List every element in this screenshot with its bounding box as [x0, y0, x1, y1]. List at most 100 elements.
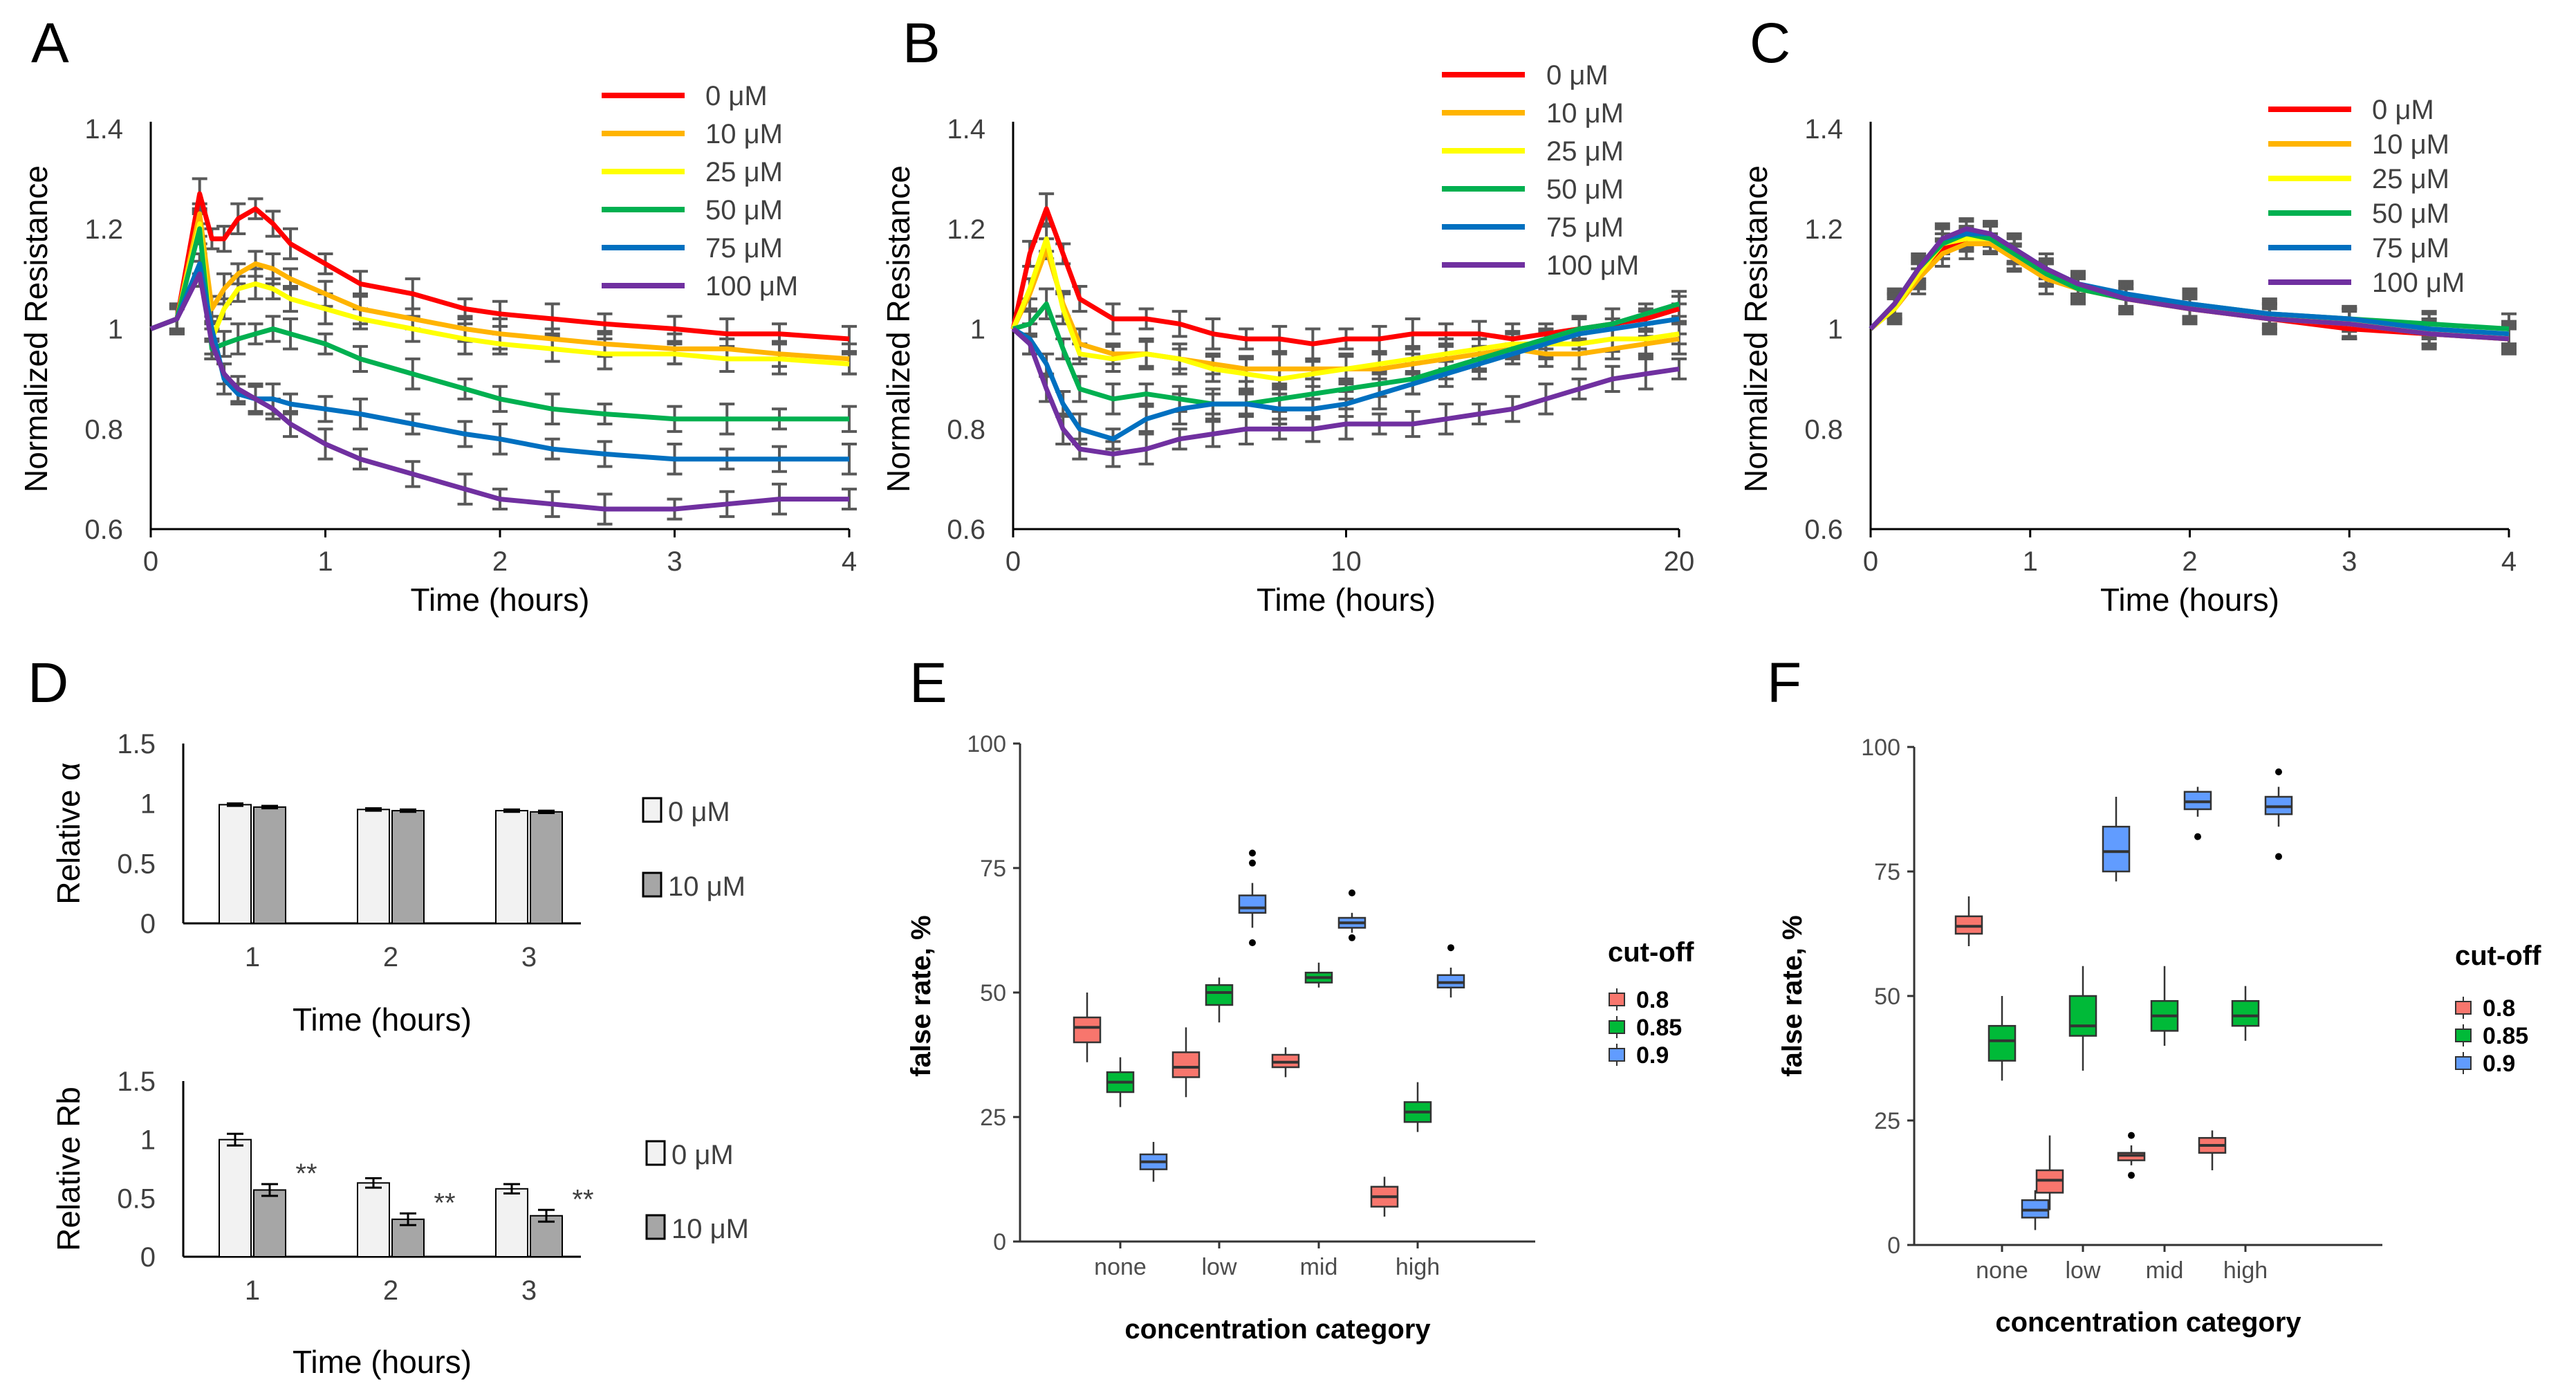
- bar: [219, 1138, 252, 1257]
- x-tick-label: high: [2223, 1257, 2268, 1284]
- y-tick-label: 0.8: [1804, 414, 1843, 445]
- series-line: [1869, 226, 2510, 342]
- panel-label: F: [1767, 652, 1801, 714]
- legend-label: 0 μM: [668, 797, 730, 827]
- box: [1205, 984, 1234, 1006]
- y-tick-label: 25: [1874, 1108, 1900, 1134]
- legend-label: 0.9: [1636, 1042, 1669, 1069]
- x-tick-label: 1: [245, 942, 260, 972]
- box: [1073, 1016, 1102, 1044]
- y-tick-label: 75: [1874, 859, 1900, 885]
- series-line: [1010, 246, 1680, 371]
- x-tick-label: 2: [492, 546, 508, 577]
- y-tick-label: 0.6: [947, 515, 985, 545]
- outlier-point: [2275, 768, 2282, 775]
- significance-mark: **: [295, 1159, 317, 1189]
- x-axis-label: Time (hours): [2100, 582, 2279, 618]
- error-bar: [503, 808, 520, 813]
- legend-swatch: [645, 1214, 666, 1240]
- x-tick-label: 3: [2342, 546, 2357, 577]
- y-tick-label: 0.6: [1804, 515, 1843, 545]
- panel-label: B: [902, 12, 940, 75]
- series-line: [149, 271, 849, 512]
- bar: [357, 1182, 390, 1257]
- box: [2068, 995, 2097, 1037]
- x-axis-label: concentration category: [1995, 1307, 2301, 1338]
- series-line: [1012, 301, 1680, 407]
- error-bar: [538, 1208, 555, 1223]
- panel-d-alpha: D 0 0.5 1 1.5 1 2 3 Time (hours) Relative α 0 μM 10…: [28, 652, 745, 1037]
- y-tick-label: 25: [980, 1105, 1006, 1131]
- bar: [530, 811, 563, 925]
- box: [1987, 1024, 2017, 1062]
- y-tick-label: 50: [980, 980, 1006, 1006]
- box: [1238, 894, 1267, 914]
- x-tick-label: none: [1976, 1257, 2028, 1284]
- legend-label: 25 μM: [1546, 136, 1624, 167]
- x-tick-label: high: [1396, 1254, 1440, 1280]
- x-tick-label: mid: [1300, 1254, 1338, 1280]
- bar: [219, 804, 252, 925]
- outlier-point: [2194, 833, 2201, 840]
- series-line: [149, 191, 850, 342]
- series-line: [149, 261, 849, 462]
- x-tick-label: 20: [1664, 546, 1695, 577]
- legend-label: 10 μM: [668, 871, 745, 902]
- outlier-point: [2128, 1132, 2135, 1139]
- x-tick-label: 10: [1331, 546, 1362, 577]
- y-tick-label: 0.8: [947, 414, 985, 445]
- y-tick-label: 1.4: [1804, 114, 1843, 145]
- x-tick-label: low: [2065, 1257, 2100, 1284]
- legend-swatch: [2455, 1028, 2472, 1042]
- bar: [357, 809, 390, 925]
- y-tick-label: 1.2: [947, 214, 985, 245]
- y-tick-label: 0.6: [84, 515, 123, 545]
- panel-a: A 0.6 0.8 1 1.2 1.4 0 1 2 3 4 Time (hours) Normalize…: [18, 12, 857, 618]
- legend-label: 10 μM: [2372, 129, 2449, 160]
- series-line: [1012, 316, 1680, 442]
- box: [1171, 1051, 1201, 1078]
- x-tick-label: 2: [2182, 546, 2197, 577]
- panel-label: D: [28, 652, 68, 714]
- series-line: [1010, 206, 1680, 347]
- x-axis-label: Time (hours): [1257, 582, 1436, 618]
- y-tick-label: 1: [140, 789, 156, 820]
- series-line: [149, 211, 850, 362]
- box: [2231, 999, 2260, 1027]
- outlier-point: [1349, 934, 1355, 941]
- y-axis-label: Relative α: [50, 762, 86, 905]
- y-axis-label: Relative Rb: [50, 1087, 86, 1251]
- legend-swatch: [1609, 1020, 1625, 1034]
- y-tick-label: 1.5: [117, 729, 156, 759]
- legend-label: 50 μM: [1546, 174, 1624, 205]
- x-tick-label: 0: [1006, 546, 1021, 577]
- x-tick-label: 4: [842, 546, 857, 577]
- error-bar: [400, 808, 416, 813]
- y-tick-label: 50: [1874, 984, 1900, 1010]
- legend-label: 0.8: [2483, 995, 2515, 1022]
- legend-swatch: [1609, 1048, 1625, 1062]
- x-tick-label: 3: [521, 1275, 537, 1306]
- legend-label: 0 μM: [2372, 95, 2434, 125]
- x-tick-label: 3: [521, 942, 537, 972]
- outlier-point: [1249, 849, 1256, 857]
- legend-label: 25 μM: [2372, 164, 2449, 194]
- x-tick-label: 1: [2023, 546, 2038, 577]
- legend-label: 75 μM: [2372, 233, 2449, 264]
- legend-label: 100 μM: [2372, 268, 2465, 298]
- outlier-point: [1249, 939, 1256, 946]
- outlier-point: [2128, 1172, 2135, 1179]
- significance-mark: **: [572, 1184, 593, 1215]
- panel-label: E: [909, 652, 947, 714]
- y-tick-label: 1: [1828, 315, 1843, 345]
- legend-swatch: [1609, 993, 1625, 1006]
- y-tick-label: 100: [967, 731, 1006, 757]
- outlier-point: [2275, 853, 2282, 860]
- series-line: [1010, 236, 1680, 382]
- legend-label: 75 μM: [705, 233, 783, 264]
- x-tick-label: 1: [317, 546, 333, 577]
- y-tick-label: 1.4: [84, 114, 123, 145]
- y-tick-label: 1: [140, 1125, 156, 1156]
- panel-e: E 0 25 50 75 100 none low mid high concentration c…: [906, 652, 1694, 1345]
